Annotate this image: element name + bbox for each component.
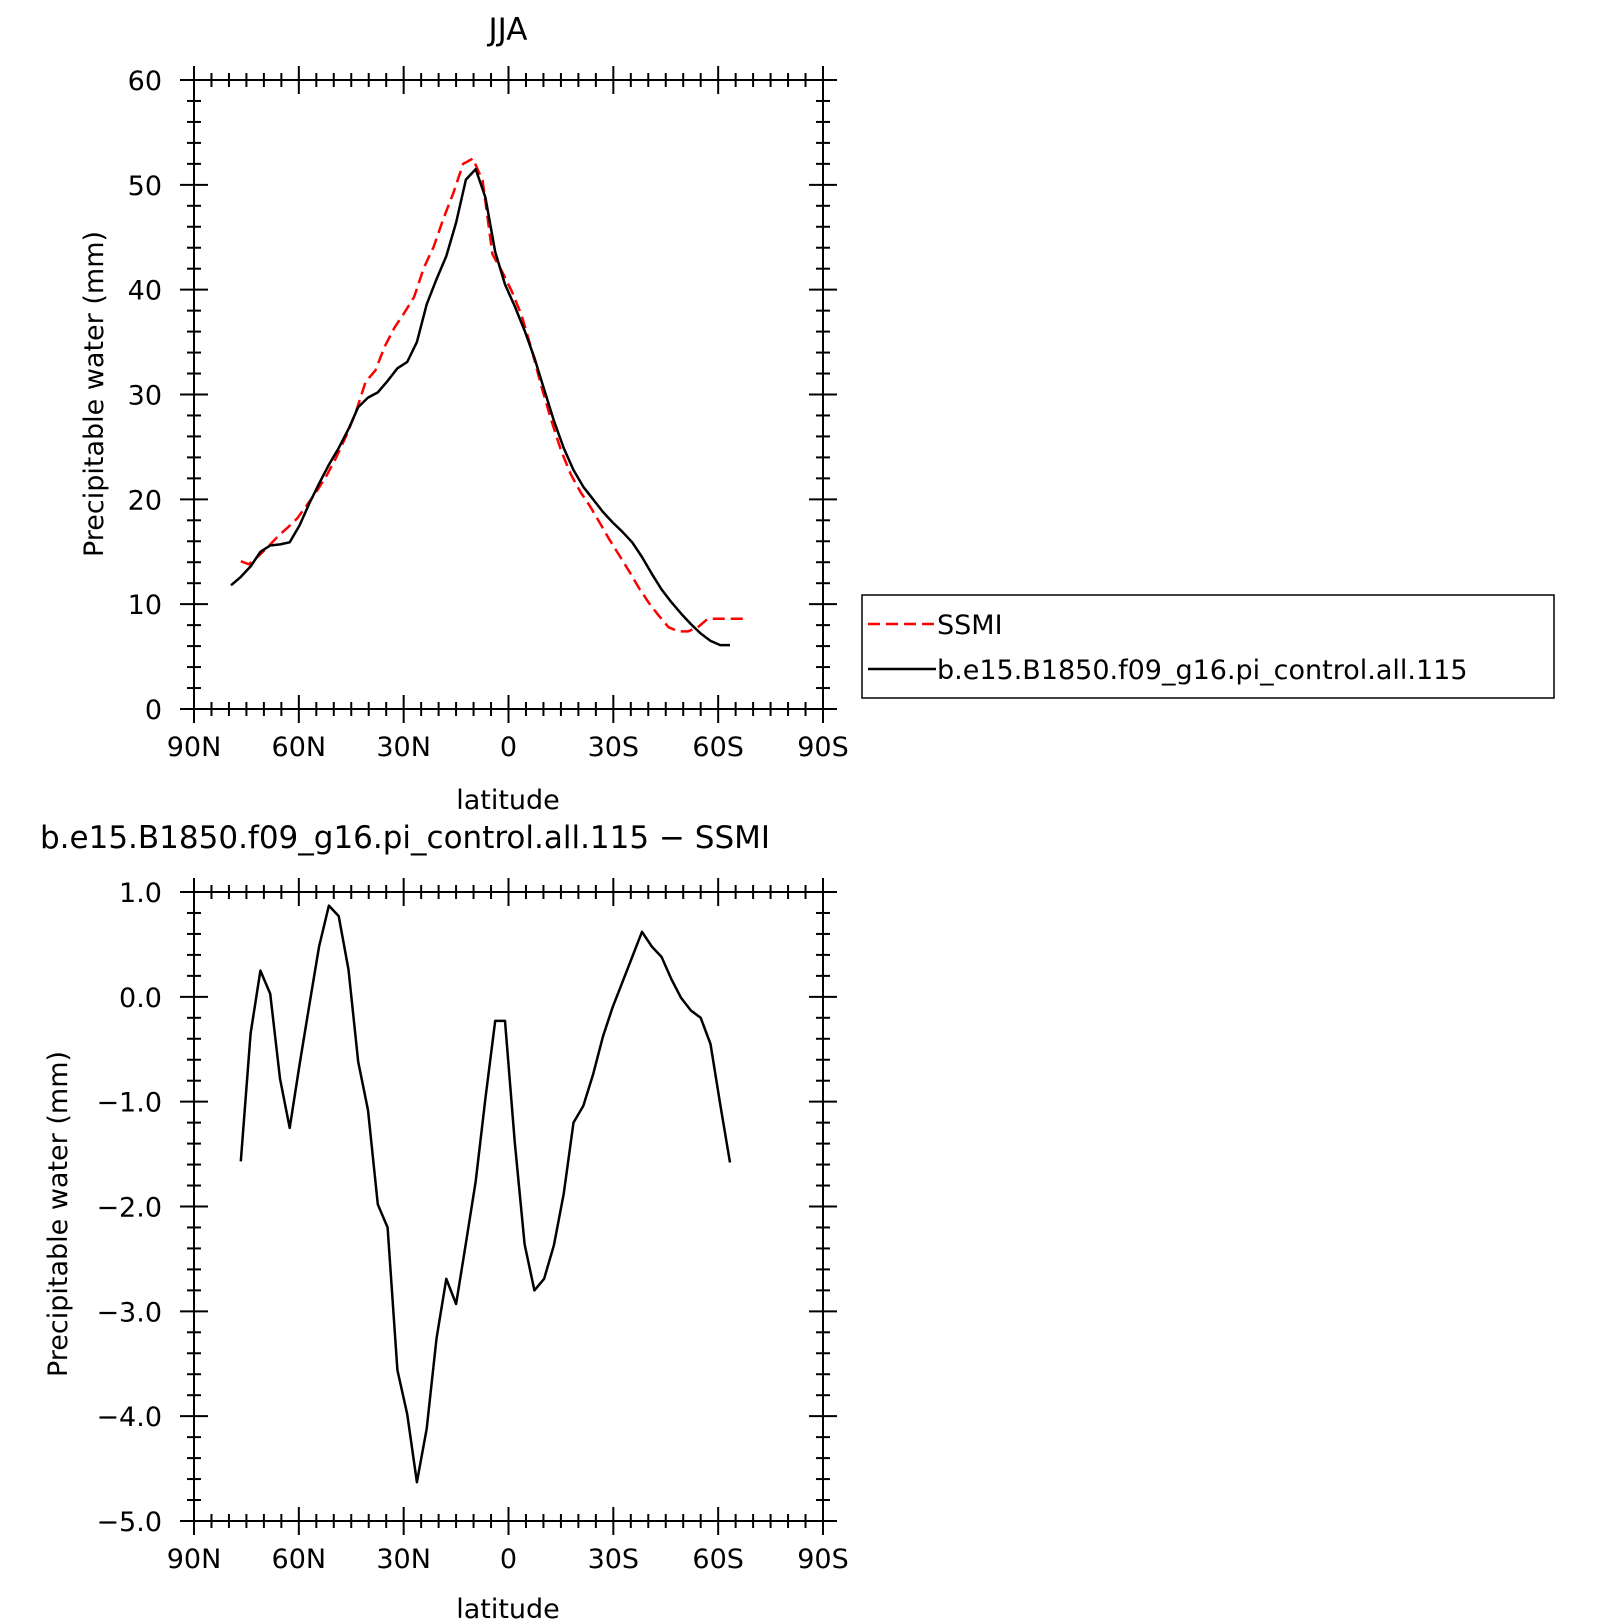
legend-label-model: b.e15.B1850.f09_g16.pi_control.all.115 bbox=[937, 655, 1468, 686]
legend: SSMI b.e15.B1850.f09_g16.pi_control.all.… bbox=[861, 594, 1555, 699]
y-tick-label: 50 bbox=[128, 171, 162, 202]
y-tick-labels: 0 10 20 30 40 50 60 bbox=[128, 66, 162, 726]
y-tick-label: 60 bbox=[128, 66, 162, 97]
y-tick-label: 40 bbox=[128, 276, 162, 307]
series-lines bbox=[239, 904, 732, 1484]
x-tick-label: 30S bbox=[588, 1544, 640, 1575]
y-axis-label: Precipitable water (mm) bbox=[43, 1051, 74, 1377]
plot-frame bbox=[193, 891, 824, 1522]
x-tick-label: 90S bbox=[797, 1544, 849, 1575]
y-tick-label: −3.0 bbox=[96, 1297, 162, 1328]
y-tick-label: 30 bbox=[128, 381, 162, 412]
axis-ticks bbox=[180, 878, 837, 1535]
y-tick-label: 0.0 bbox=[119, 983, 162, 1014]
x-tick-label: 30S bbox=[588, 732, 640, 763]
difference-line bbox=[239, 904, 732, 1484]
x-tick-label: 90N bbox=[167, 1544, 222, 1575]
y-tick-label: 10 bbox=[128, 590, 162, 621]
y-tick-label: −1.0 bbox=[96, 1088, 162, 1119]
y-tick-label: 0 bbox=[145, 695, 162, 726]
x-tick-label: 90S bbox=[797, 732, 849, 763]
axis-ticks bbox=[180, 66, 837, 723]
x-tick-labels: 90N 60N 30N 0 30S 60S 90S bbox=[167, 732, 849, 763]
y-tick-label: 20 bbox=[128, 485, 162, 516]
legend-box bbox=[861, 594, 1555, 699]
y-tick-label: −2.0 bbox=[96, 1193, 162, 1224]
x-tick-label: 0 bbox=[500, 1544, 517, 1575]
y-tick-label: −5.0 bbox=[96, 1507, 162, 1538]
panel-title: JJA bbox=[487, 12, 528, 48]
panel-title: b.e15.B1850.f09_g16.pi_control.all.115 −… bbox=[40, 820, 770, 856]
y-tick-label: −4.0 bbox=[96, 1402, 162, 1433]
series-lines bbox=[230, 157, 747, 647]
x-tick-label: 90N bbox=[167, 732, 222, 763]
x-tick-labels: 90N 60N 30N 0 30S 60S 90S bbox=[167, 1544, 849, 1575]
x-tick-label: 30N bbox=[376, 732, 431, 763]
legend-label-ssmi: SSMI bbox=[937, 610, 1003, 641]
x-tick-label: 60S bbox=[692, 1544, 744, 1575]
plot-frame bbox=[193, 79, 824, 710]
model-line bbox=[230, 167, 730, 647]
x-tick-label: 60N bbox=[272, 1544, 327, 1575]
x-tick-label: 60S bbox=[692, 732, 744, 763]
y-tick-labels: 1.0 0.0 −1.0 −2.0 −3.0 −4.0 −5.0 bbox=[96, 878, 162, 1538]
ssmi-line bbox=[240, 157, 747, 633]
x-tick-label: 0 bbox=[500, 732, 517, 763]
x-axis-label: latitude bbox=[456, 785, 560, 816]
x-axis-label: latitude bbox=[456, 1594, 560, 1619]
bottom-panel: b.e15.B1850.f09_g16.pi_control.all.115 −… bbox=[40, 820, 849, 1619]
x-tick-label: 60N bbox=[272, 732, 327, 763]
top-panel: JJA 90N 60N 30N 0 30S 60S 90S 0 10 20 30 40 50 60 la… bbox=[79, 12, 849, 816]
x-tick-label: 30N bbox=[376, 1544, 431, 1575]
y-tick-label: 1.0 bbox=[119, 878, 162, 909]
y-axis-label: Precipitable water (mm) bbox=[79, 231, 110, 557]
